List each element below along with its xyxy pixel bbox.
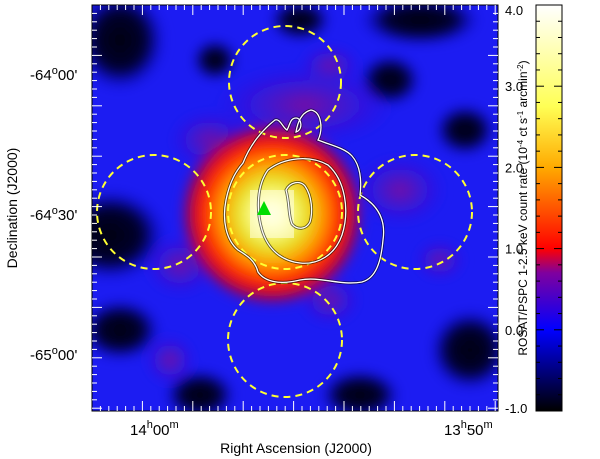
map-frame — [91, 4, 499, 412]
colorbar-tick-labels: 4.0 3.0 2.0 1.0 0.0 -1.0 — [505, 3, 527, 416]
colorbar-tick-label: 0.0 — [505, 323, 523, 338]
y-axis-title: Declination (J2000) — [4, 148, 20, 269]
region-circle-center — [227, 154, 343, 270]
colorbar-ticks — [536, 4, 562, 412]
colorbar — [535, 4, 563, 412]
y-tick-labels: -64o00' -64o30' -65o00' — [30, 65, 77, 364]
colorbar-tick-label: 4.0 — [505, 3, 523, 18]
x-tick-labels: 14h00m 13h50m — [130, 419, 493, 439]
map-axis-ticks — [92, 5, 498, 411]
y-tick-label: -64o30' — [30, 205, 77, 224]
colorbar-tick-label: -1.0 — [505, 401, 527, 416]
colorbar-tick-label: 3.0 — [505, 79, 523, 94]
colorbar-tick-label: 2.0 — [505, 160, 523, 175]
region-circle-east — [357, 154, 473, 270]
x-tick-label: 14h00m — [130, 419, 179, 439]
colorbar-title: ROSAT/PSPC 1-2.5 keV count rate (10-4 ct… — [516, 60, 530, 355]
x-tick-label: 13h50m — [444, 419, 493, 439]
y-tick-label: -64o00' — [30, 65, 77, 84]
xray-image — [92, 5, 498, 411]
x-axis-title: Right Ascension (J2000) — [220, 440, 372, 456]
source-marker-triangle — [257, 201, 271, 215]
y-tick-label: -65o00' — [30, 345, 77, 364]
contours — [223, 108, 386, 285]
colorbar-tick-label: 1.0 — [505, 242, 523, 257]
region-circle-west — [96, 154, 212, 270]
region-circle-north — [228, 25, 342, 139]
background-regions — [96, 25, 473, 398]
